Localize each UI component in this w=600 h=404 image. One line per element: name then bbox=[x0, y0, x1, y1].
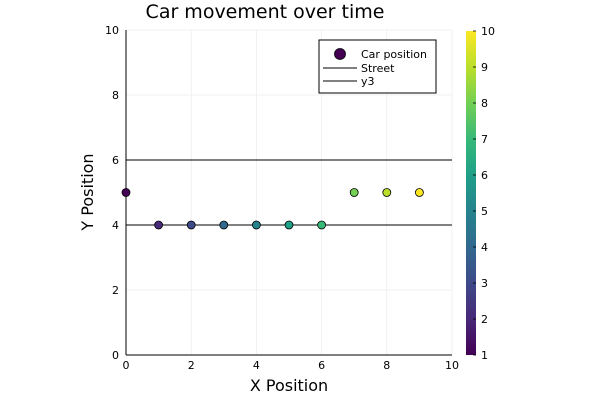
series-lines bbox=[126, 159, 452, 226]
y-tick-label: 10 bbox=[105, 24, 119, 37]
y-tick-label: 8 bbox=[112, 89, 119, 102]
x-tick-label: 8 bbox=[383, 359, 390, 372]
y-tick-label: 0 bbox=[112, 349, 119, 362]
data-point bbox=[284, 220, 294, 230]
colorbar-tick-label: 1 bbox=[481, 349, 488, 362]
colorbar-tick-label: 3 bbox=[481, 277, 488, 290]
x-tick-label: 10 bbox=[445, 359, 459, 372]
colorbar-tick-label: 8 bbox=[481, 97, 488, 110]
tick-labels: 0 2 4 6 8 10 0 2 4 6 8 10 bbox=[105, 24, 459, 372]
data-point bbox=[349, 188, 359, 197]
colorbar-tick-label: 6 bbox=[481, 169, 488, 182]
legend-label-street: Street bbox=[361, 62, 395, 75]
data-point bbox=[414, 188, 424, 197]
series-points bbox=[121, 188, 424, 230]
data-point bbox=[382, 188, 392, 197]
data-point bbox=[251, 220, 261, 230]
colorbar-tick-label: 10 bbox=[481, 25, 495, 38]
x-tick-label: 4 bbox=[253, 359, 260, 372]
data-point bbox=[317, 220, 327, 230]
data-point bbox=[219, 220, 229, 230]
data-point bbox=[121, 188, 131, 197]
legend-label-car-position: Car position bbox=[361, 48, 427, 61]
legend-label-y3: y3 bbox=[361, 75, 375, 88]
x-tick-label: 2 bbox=[188, 359, 195, 372]
colorbar-tick-label: 9 bbox=[481, 61, 488, 74]
y-tick-label: 6 bbox=[112, 154, 119, 167]
colorbar-gradient bbox=[466, 31, 476, 355]
y-axis-label: Y Position bbox=[78, 153, 97, 231]
colorbar-tick-label: 4 bbox=[481, 241, 488, 254]
colorbar-ticks: 1 2 3 4 5 6 7 8 9 10 bbox=[473, 25, 495, 362]
legend-marker-car-position bbox=[334, 48, 346, 60]
colorbar-tick-label: 2 bbox=[481, 313, 488, 326]
x-tick-label: 6 bbox=[318, 359, 325, 372]
chart-title: Car movement over time bbox=[146, 1, 385, 23]
colorbar: 1 2 3 4 5 6 7 8 9 10 bbox=[466, 25, 495, 362]
legend: Car position Street y3 bbox=[318, 39, 437, 94]
x-tick-label: 0 bbox=[123, 359, 130, 372]
data-point bbox=[154, 220, 164, 230]
colorbar-tick-label: 7 bbox=[481, 133, 488, 146]
data-point bbox=[186, 220, 196, 230]
x-axis-label: X Position bbox=[250, 376, 328, 395]
y-tick-label: 2 bbox=[112, 284, 119, 297]
colorbar-tick-label: 5 bbox=[481, 205, 488, 218]
y-tick-label: 4 bbox=[112, 219, 119, 232]
